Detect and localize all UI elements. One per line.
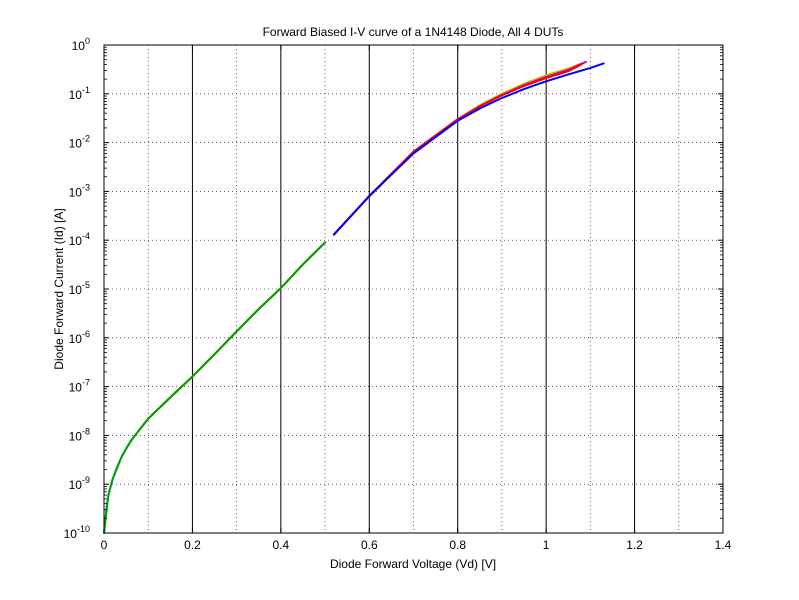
x-tick-label: 0.2 bbox=[184, 538, 201, 552]
series-line-3 bbox=[103, 241, 327, 534]
x-tick-label: 1 bbox=[543, 538, 550, 552]
series-line-7 bbox=[332, 62, 605, 236]
x-tick-label: 0 bbox=[101, 538, 108, 552]
x-tick-label: 0.6 bbox=[361, 538, 378, 552]
chart-title: Forward Biased I-V curve of a 1N4148 Dio… bbox=[263, 25, 564, 39]
x-tick-label: 1.4 bbox=[715, 538, 732, 552]
x-tick-label: 0.8 bbox=[449, 538, 466, 552]
x-axis-label: Diode Forward Voltage (Vd) [V] bbox=[330, 557, 496, 571]
x-tick-label: 1.2 bbox=[626, 538, 643, 552]
x-tick-label: 0.4 bbox=[273, 538, 290, 552]
series-layer bbox=[103, 60, 605, 534]
y-axis-label: Diode Forward Current (Id) [A] bbox=[52, 208, 66, 369]
